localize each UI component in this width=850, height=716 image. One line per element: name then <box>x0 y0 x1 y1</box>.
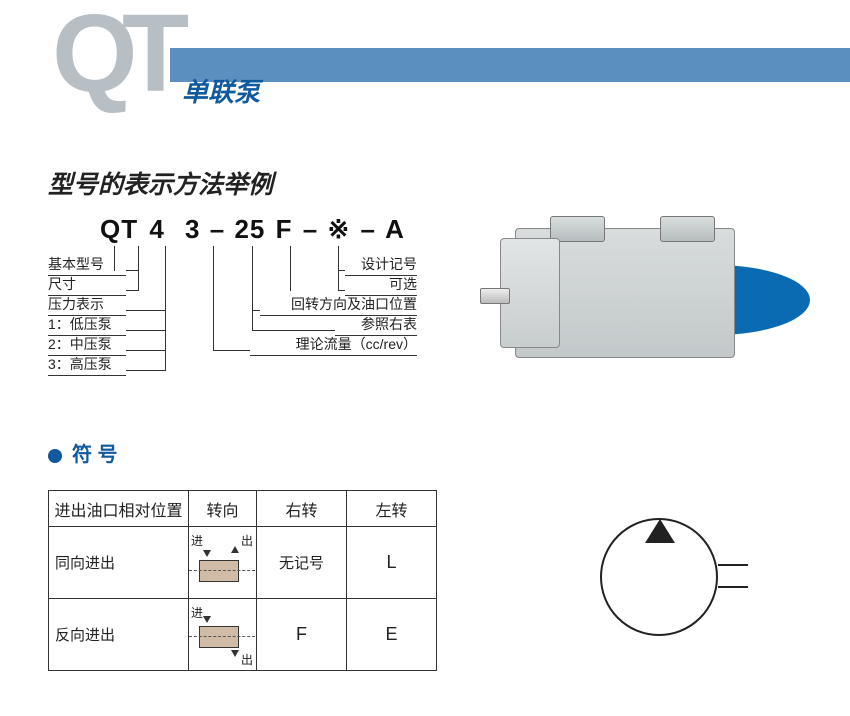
label-mid: 2：中压泵 <box>48 334 126 356</box>
section-title-model: 型号的表示方法举例 <box>48 165 273 201</box>
conn-line <box>126 270 138 271</box>
conn-line <box>338 270 345 271</box>
label-low: 1：低压泵 <box>48 314 126 336</box>
pump-shaft <box>480 288 510 304</box>
code-p6: ※ <box>327 214 350 245</box>
arrow-out-icon <box>231 546 239 553</box>
td-icon-opp: 进 出 <box>189 599 257 671</box>
th-right: 右转 <box>257 491 347 527</box>
conn-line <box>138 246 139 291</box>
conn-line <box>252 246 253 331</box>
symbol-port-line <box>718 586 748 588</box>
model-code: QT 4 3 – 25 F – ※ – A <box>100 214 405 245</box>
arrow-in-icon <box>203 550 211 557</box>
logo-t: T <box>122 0 189 117</box>
code-p4: 25 <box>234 214 265 245</box>
conn-line <box>338 290 345 291</box>
code-p3: 3 <box>185 214 200 245</box>
conn-line <box>290 246 291 291</box>
conn-line <box>126 330 165 331</box>
conn-line <box>126 350 165 351</box>
conn-line <box>126 310 165 311</box>
symbol-port-line <box>718 564 748 566</box>
code-p1: QT <box>100 214 138 245</box>
centerline <box>189 636 255 637</box>
label-rotation: 回转方向及油口位置 <box>260 294 417 316</box>
td-left-val: L <box>347 527 437 599</box>
code-p5: F <box>276 214 293 245</box>
label-out: 出 <box>241 651 253 668</box>
table-row: 同向进出 进 出 无记号 L <box>49 527 437 599</box>
label-in: 进 <box>191 532 203 549</box>
symbol-table: 进出油口相对位置 转向 右转 左转 同向进出 进 出 无记号 L 反向进出 进 … <box>48 490 437 671</box>
conn-line <box>338 246 339 291</box>
conn-line <box>114 246 115 271</box>
conn-line <box>126 370 165 371</box>
label-in: 进 <box>191 604 203 621</box>
label-pressure: 压力表示 <box>48 294 126 316</box>
conn-line <box>126 290 138 291</box>
code-dash2: – <box>303 214 318 245</box>
label-seeright: 参照右表 <box>335 314 417 336</box>
td-icon-same: 进 出 <box>189 527 257 599</box>
conn-line <box>165 246 166 371</box>
hydraulic-symbol-icon <box>590 500 740 650</box>
centerline <box>189 570 255 571</box>
bullet-icon <box>48 449 62 463</box>
header-band <box>170 48 850 82</box>
label-flow: 理论流量（cc/rev） <box>250 334 417 356</box>
td-same-dir: 同向进出 <box>49 527 189 599</box>
code-p7: A <box>385 214 405 245</box>
symbol-triangle <box>645 519 675 543</box>
logo-q: Q <box>52 0 132 117</box>
arrow-in-icon <box>203 616 211 623</box>
code-p2: 4 <box>149 214 164 245</box>
td-opp-dir: 反向进出 <box>49 599 189 671</box>
header-subtitle: 单联泵 <box>182 72 260 109</box>
label-out: 出 <box>241 532 253 549</box>
td-right-val: 无记号 <box>257 527 347 599</box>
symbol-heading-text: 符 号 <box>72 444 118 466</box>
pump-mini-icon <box>199 626 239 648</box>
section-title-symbol: 符 号 <box>48 438 118 467</box>
conn-line <box>213 350 250 351</box>
product-image <box>490 210 810 380</box>
td-right-val: F <box>257 599 347 671</box>
label-option: 可选 <box>345 274 417 296</box>
th-position: 进出油口相对位置 <box>49 491 189 527</box>
conn-line <box>252 310 260 311</box>
th-left: 左转 <box>347 491 437 527</box>
table-row: 反向进出 进 出 F E <box>49 599 437 671</box>
arrow-out-icon <box>231 650 239 657</box>
code-dash3: – <box>360 214 375 245</box>
td-left-val: E <box>347 599 437 671</box>
code-dash1: – <box>210 214 225 245</box>
pump-port <box>660 216 715 242</box>
conn-line <box>213 246 214 351</box>
label-design: 设计记号 <box>345 254 417 276</box>
label-size: 尺寸 <box>48 274 126 296</box>
th-direction: 转向 <box>189 491 257 527</box>
table-row: 进出油口相对位置 转向 右转 左转 <box>49 491 437 527</box>
label-high: 3：高压泵 <box>48 354 126 376</box>
pump-mini-icon <box>199 560 239 582</box>
conn-line <box>252 330 335 331</box>
